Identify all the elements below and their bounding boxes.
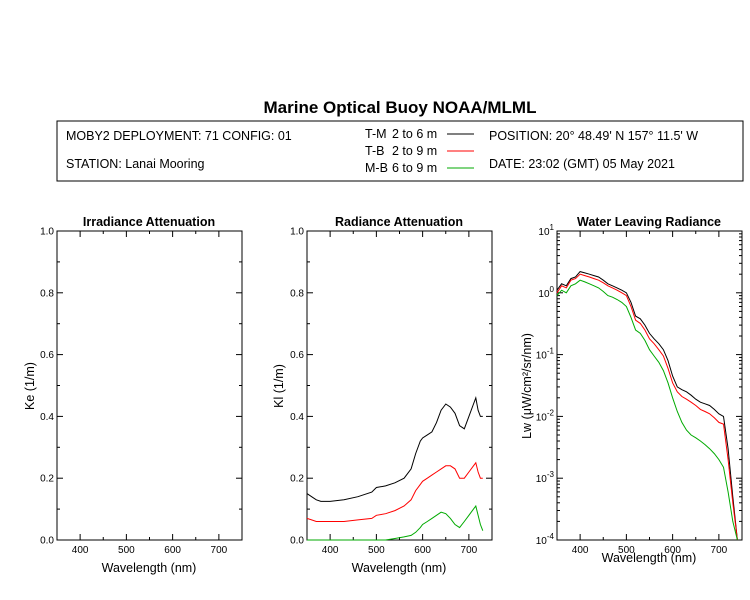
x-tick-label: 600 [164,545,181,556]
plot-frame [56,230,243,541]
x-tick-label: 600 [664,545,681,556]
x-tick-label: 600 [414,545,431,556]
x-tick-label: 400 [572,545,589,556]
y-tick-label: 0.0 [290,536,304,547]
series-line-m-b [556,279,738,541]
plot-frame [306,230,493,541]
y-tick-label: 10-3 [536,470,555,485]
deployment-text: MOBY2 DEPLOYMENT: 71 CONFIG: 01 [66,129,292,143]
y-tick-base: 10 [538,227,550,238]
x-tick-label: 400 [322,545,339,556]
legend-range: 2 to 9 m [392,144,437,158]
legend-name: T-B [365,144,384,158]
y-tick-label: 10-4 [536,532,555,547]
plot-frame [556,230,743,541]
y-tick-label: 0.0 [40,536,54,547]
y-tick-base: 10 [536,474,548,485]
x-tick-label: 700 [211,545,228,556]
position-text: POSITION: 20° 48.49' N 157° 11.5' W [489,129,698,143]
y-tick-exponent: 0 [550,285,555,294]
y-tick-label: 100 [538,285,554,300]
y-axis-label: Lw (μW/cm²/sr/nm) [520,333,534,439]
series-line-t-m [556,271,738,541]
panel-title: Radiance Attenuation [335,215,463,229]
series-line-m-b [307,504,484,541]
series-line-t-b [556,273,738,541]
legend-range: 6 to 9 m [392,161,437,175]
x-tick-label: 700 [711,545,728,556]
x-tick-label: 500 [618,545,635,556]
y-tick-label: 0.8 [290,288,304,299]
x-axis-label: Wavelength (nm) [352,561,447,575]
y-tick-label: 0.2 [40,474,54,485]
legend-entry-tb: T-B 2 to 9 m [365,144,474,158]
y-tick-label: 0.2 [290,474,304,485]
date-text: DATE: 23:02 (GMT) 05 May 2021 [489,157,675,171]
y-tick-base: 10 [536,351,548,362]
series-line-t-m [306,396,483,502]
series-line-t-b [306,461,483,522]
y-tick-label: 0.6 [290,350,304,361]
y-tick-label: 101 [538,223,554,238]
x-tick-label: 500 [368,545,385,556]
radiance-attenuation-panel: Radiance Attenuation Wavelength (nm) Kl … [272,215,493,575]
x-axis-label: Wavelength (nm) [602,551,697,565]
x-tick-label: 400 [72,545,89,556]
panel-title: Water Leaving Radiance [577,215,721,229]
x-tick-label: 500 [118,545,135,556]
legend-entry-tm: T-M 2 to 6 m [365,127,474,141]
station-text: STATION: Lanai Mooring [66,157,205,171]
x-axis-label: Wavelength (nm) [102,561,197,575]
legend: T-M 2 to 6 m T-B 2 to 9 m M-B 6 to 9 m [365,127,474,175]
panel-title: Irradiance Attenuation [83,215,215,229]
y-tick-label: 1.0 [290,227,304,238]
y-tick-label: 10-2 [536,408,555,423]
y-axis-label: Ke (1/m) [23,362,37,410]
y-tick-label: 0.4 [290,412,304,423]
y-tick-label: 0.6 [40,350,54,361]
y-tick-exponent: -1 [547,347,555,356]
y-tick-label: 10-1 [536,347,555,362]
y-tick-label: 1.0 [40,227,54,238]
x-tick-label: 700 [461,545,478,556]
y-tick-exponent: 1 [550,223,555,232]
info-box [56,120,744,182]
y-tick-exponent: -4 [547,532,555,541]
legend-name: M-B [365,161,388,175]
y-tick-base: 10 [536,536,548,547]
y-tick-exponent: -3 [547,470,555,479]
legend-name: T-M [365,127,387,141]
y-tick-base: 10 [536,412,548,423]
legend-range: 2 to 6 m [392,127,437,141]
irradiance-attenuation-panel: Irradiance Attenuation Wavelength (nm) K… [23,215,243,575]
figure-title: Marine Optical Buoy NOAA/MLML [264,98,537,117]
y-tick-label: 0.4 [40,412,54,423]
y-axis-label: Kl (1/m) [272,364,286,408]
legend-entry-mb: M-B 6 to 9 m [365,161,474,175]
y-tick-base: 10 [538,289,550,300]
y-tick-exponent: -2 [547,408,555,417]
y-tick-label: 0.8 [40,288,54,299]
water-leaving-radiance-panel: Water Leaving Radiance Wavelength (nm) L… [520,215,743,565]
